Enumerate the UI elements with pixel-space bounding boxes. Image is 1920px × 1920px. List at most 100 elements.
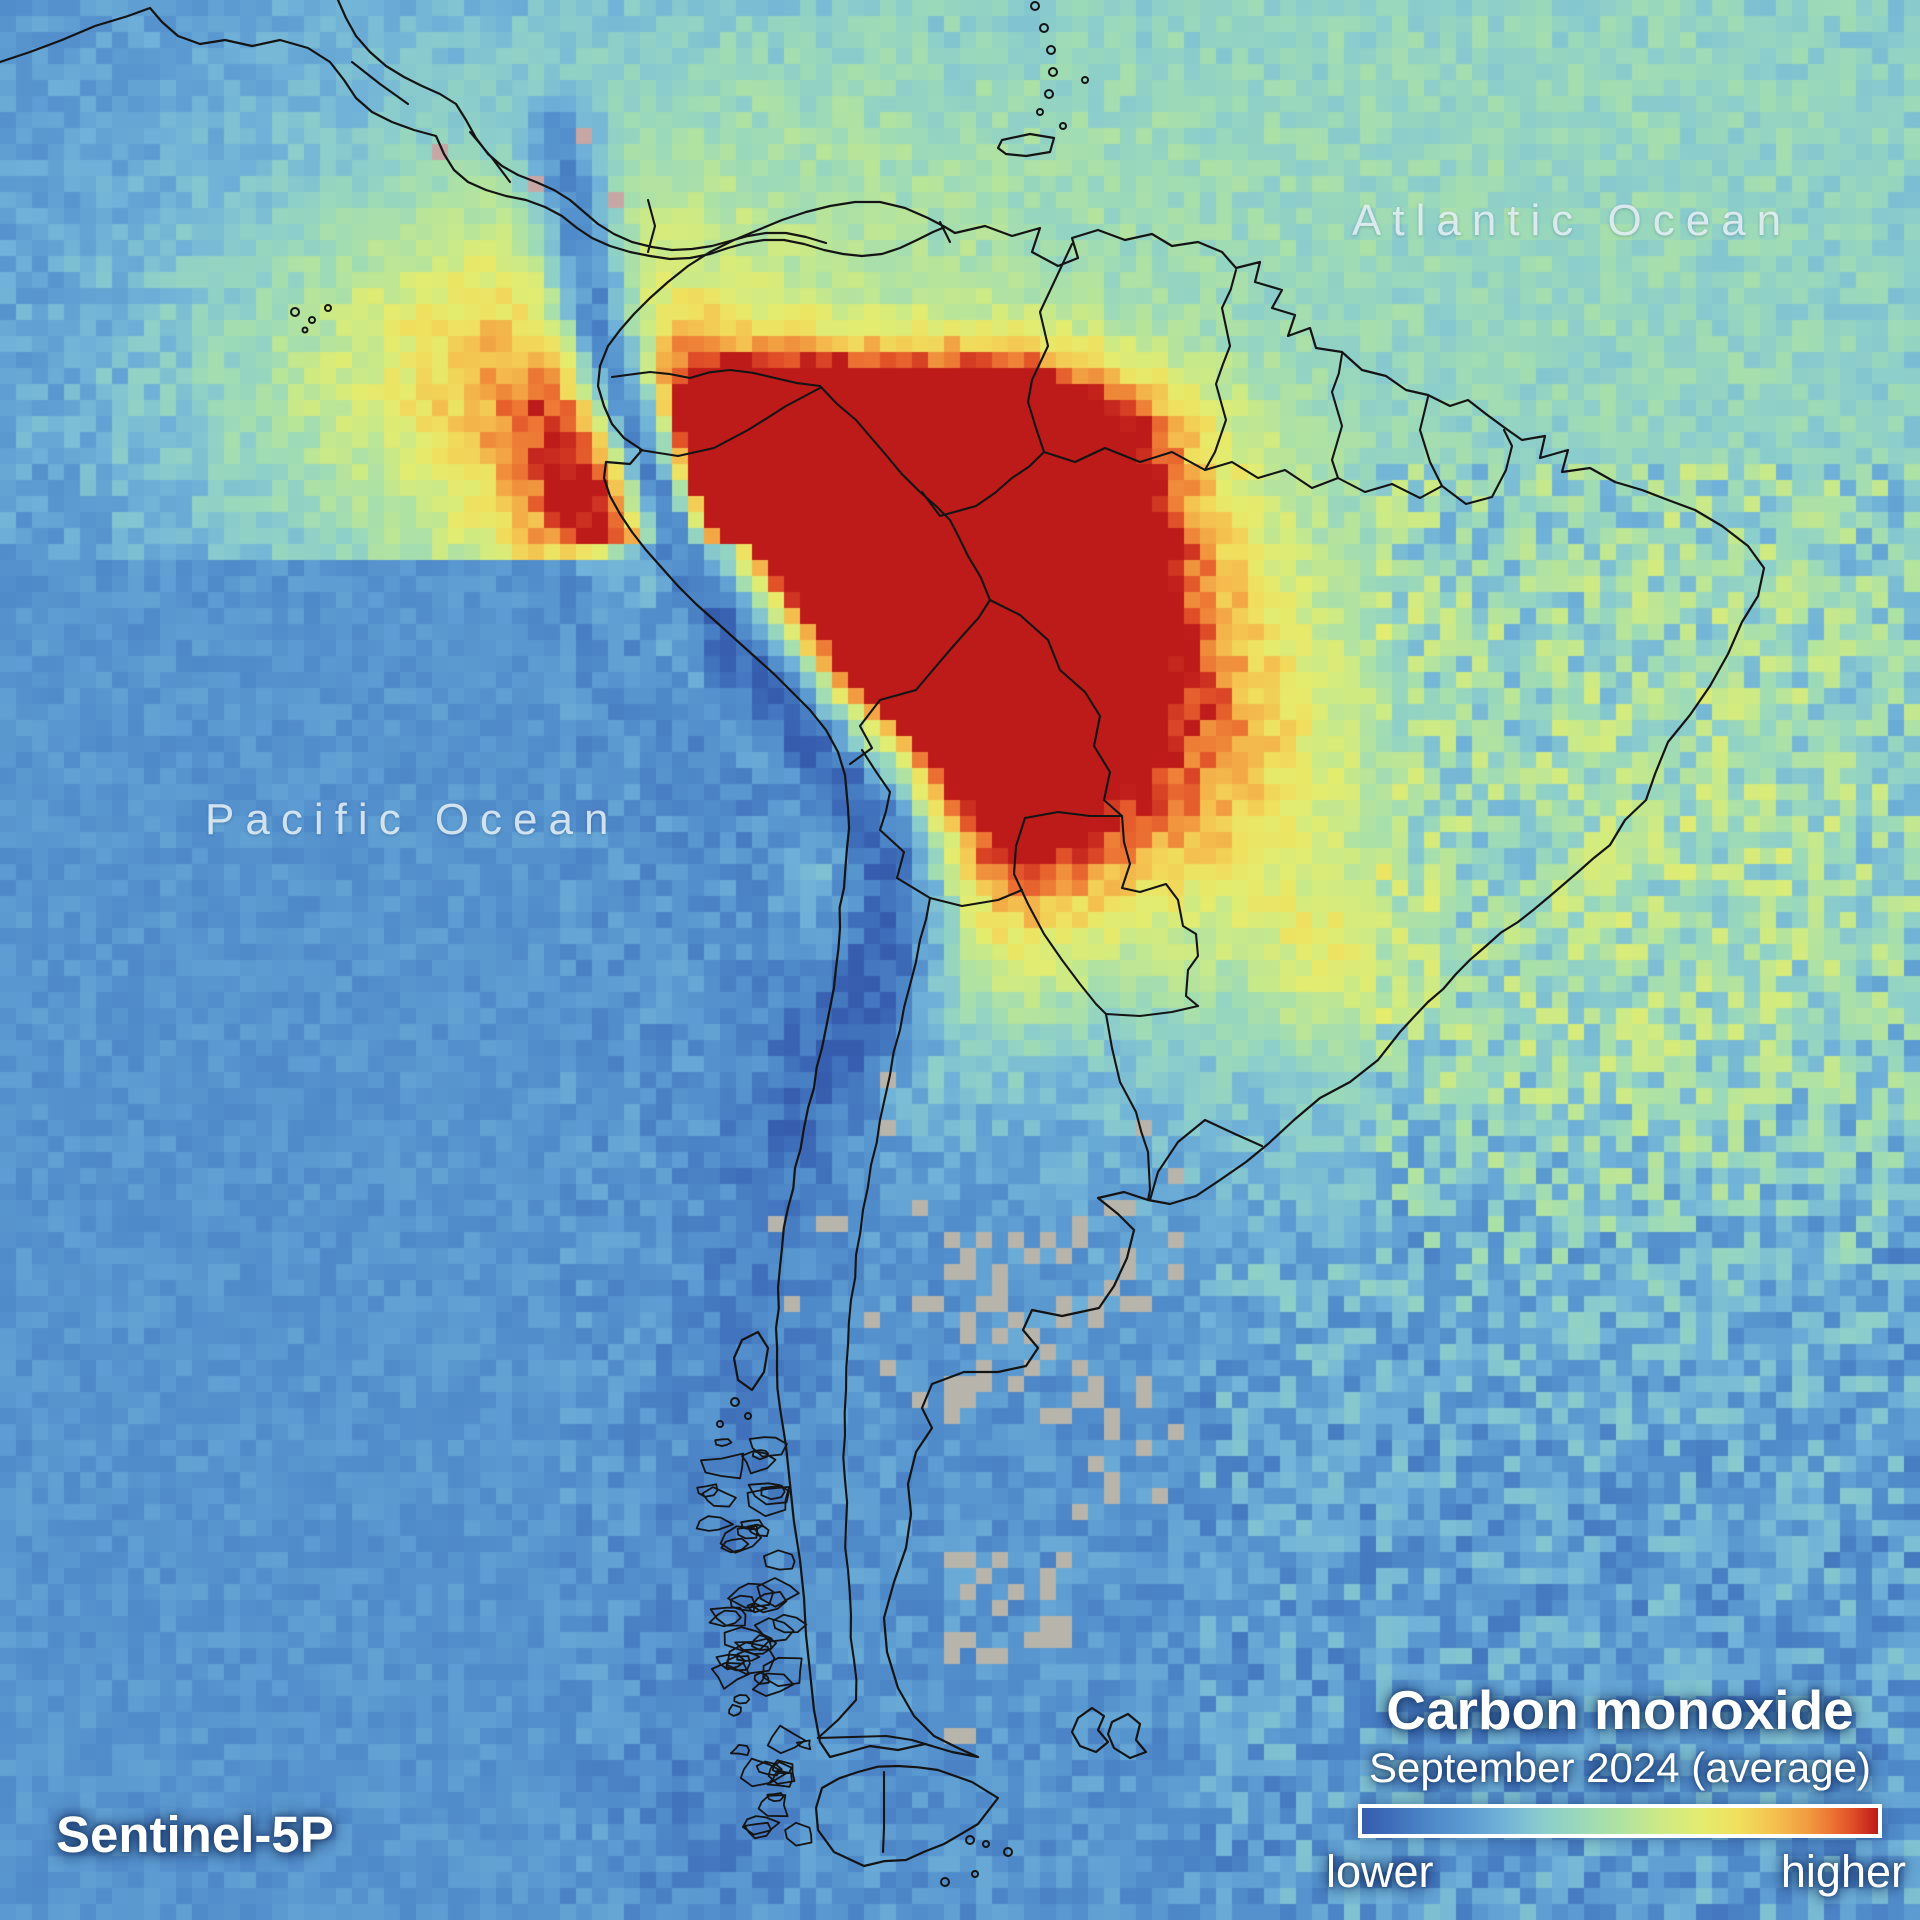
border-line xyxy=(753,1617,795,1643)
border-line xyxy=(350,60,410,106)
border-line xyxy=(848,598,992,766)
border-line xyxy=(728,1703,742,1717)
legend-subtitle: September 2024 (average) xyxy=(1369,1744,1871,1791)
border-line xyxy=(784,1821,813,1847)
border-line xyxy=(695,1515,734,1532)
border-line xyxy=(719,1525,762,1554)
island-outline xyxy=(730,1397,740,1407)
legend-max-label: higher xyxy=(1780,1846,1906,1897)
border-line xyxy=(696,1483,719,1498)
border-line xyxy=(1418,395,1444,488)
border-line xyxy=(795,1739,812,1751)
border-line xyxy=(860,748,932,900)
border-line xyxy=(1106,1712,1148,1760)
border-line xyxy=(814,1764,1000,1868)
island-outline xyxy=(1048,67,1058,77)
border-line xyxy=(0,6,947,261)
border-line xyxy=(729,1744,750,1756)
border-line xyxy=(766,1769,793,1788)
border-line xyxy=(468,130,512,184)
border-line xyxy=(711,1662,750,1690)
border-line xyxy=(881,1770,886,1854)
border-line xyxy=(736,1650,761,1662)
border-line xyxy=(746,1486,791,1517)
border-line xyxy=(766,1792,785,1802)
border-line xyxy=(741,1450,777,1475)
island-outline xyxy=(940,1877,950,1887)
border-line xyxy=(709,1606,747,1627)
island-outline xyxy=(1036,108,1044,116)
border-line xyxy=(763,1549,796,1571)
border-line xyxy=(751,1634,777,1651)
island-outline xyxy=(290,307,300,317)
island-outline xyxy=(308,316,316,324)
border-line xyxy=(748,1436,788,1458)
border-line xyxy=(996,132,1056,158)
island-outline xyxy=(1030,1,1040,11)
border-line xyxy=(700,1452,745,1480)
island-outline xyxy=(1059,122,1067,130)
label-atlantic-ocean: Atlantic Ocean xyxy=(1352,196,1793,245)
border-line xyxy=(1120,814,1200,1008)
border-line xyxy=(736,1524,759,1540)
border-line xyxy=(1104,1012,1152,1202)
border-line xyxy=(596,200,1766,1759)
island-outline xyxy=(744,1412,752,1420)
mission-label: Sentinel-5P xyxy=(56,1806,334,1863)
border-line xyxy=(638,386,822,458)
border-line xyxy=(1148,1118,1207,1202)
island-outline xyxy=(1003,1847,1013,1857)
border-line xyxy=(733,1694,751,1705)
border-line xyxy=(920,450,1046,518)
label-pacific-ocean: Pacific Ocean xyxy=(205,795,620,844)
island-outline xyxy=(324,304,332,312)
border-line xyxy=(747,1482,790,1506)
border-line xyxy=(751,1672,795,1697)
border-line xyxy=(928,888,1024,908)
border-line xyxy=(336,0,828,252)
border-line xyxy=(646,198,657,254)
legend-title: Carbon monoxide xyxy=(1386,1678,1854,1741)
border-line xyxy=(1023,810,1124,820)
border-line xyxy=(751,1449,769,1461)
border-line xyxy=(708,1609,742,1628)
border-line xyxy=(988,598,1124,818)
border-line xyxy=(772,1613,808,1634)
island-outline xyxy=(1046,45,1056,55)
border-line xyxy=(1042,428,1514,506)
border-line xyxy=(816,1734,934,1748)
border-line xyxy=(1104,1004,1200,1018)
island-outline xyxy=(982,1840,990,1848)
island-outline xyxy=(1044,89,1054,99)
border-line xyxy=(1070,1706,1110,1754)
border-line xyxy=(1203,268,1238,472)
island-outline xyxy=(716,1420,724,1428)
border-line xyxy=(746,1523,770,1537)
border-line xyxy=(1330,352,1344,480)
border-line xyxy=(1012,816,1108,1016)
border-line xyxy=(714,1438,733,1447)
island-outline xyxy=(965,1835,975,1845)
border-line xyxy=(727,1582,775,1609)
border-line xyxy=(1203,1118,1264,1148)
island-outline xyxy=(1081,76,1089,84)
border-line xyxy=(742,1815,781,1836)
border-line xyxy=(816,896,932,1740)
border-line xyxy=(610,368,822,388)
border-line xyxy=(762,1656,803,1687)
border-line xyxy=(766,1724,806,1755)
border-line xyxy=(750,1591,788,1614)
border-line xyxy=(743,1821,772,1840)
legend-min-label: lower xyxy=(1326,1846,1434,1897)
legend-gradient-bar xyxy=(1358,1804,1882,1838)
border-line xyxy=(1026,242,1074,454)
border-line xyxy=(938,220,952,244)
island-outline xyxy=(1039,23,1049,33)
island-outline xyxy=(971,1870,979,1878)
border-line xyxy=(732,1330,770,1392)
border-line xyxy=(739,1757,788,1788)
border-line xyxy=(818,384,992,602)
